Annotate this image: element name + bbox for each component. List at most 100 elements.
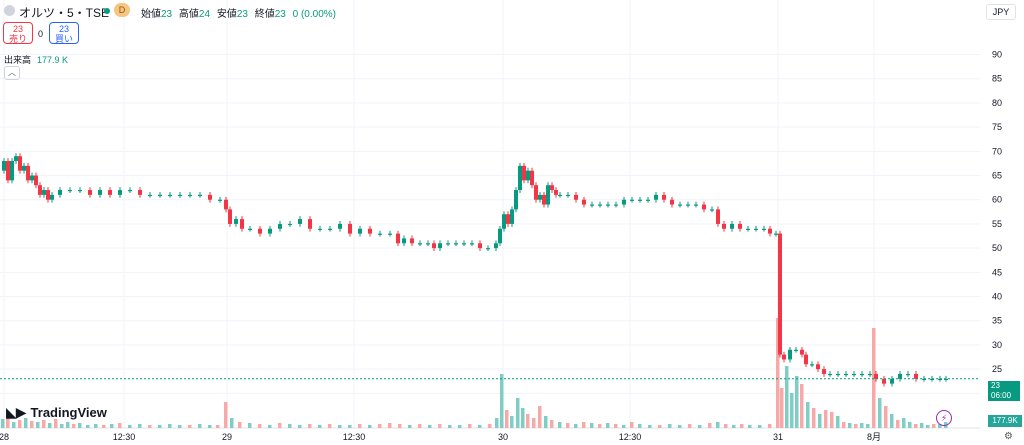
volume-legend[interactable]: 出来高 177.9 K: [4, 53, 68, 66]
volume-bar: [378, 424, 382, 428]
candle-body: [768, 228, 772, 234]
y-tick-label: 25: [992, 364, 1002, 374]
candle-body: [810, 364, 814, 366]
volume-bar: [428, 425, 432, 428]
x-tick-label: 12:30: [619, 432, 642, 442]
volume-bar: [118, 423, 122, 428]
lightning-icon[interactable]: ⚡: [936, 410, 952, 426]
candle-body: [944, 378, 948, 380]
candle-body: [148, 194, 152, 197]
volume-bar: [30, 421, 34, 428]
ohlc-values: 始値23 高値24 安値23 終値23 0 (0.00%): [141, 5, 340, 20]
volume-bar: [768, 424, 772, 428]
candle-body: [606, 204, 610, 206]
volume-bar: [614, 424, 618, 428]
currency-selector[interactable]: JPY: [986, 4, 1016, 20]
market-status-icon[interactable]: [104, 8, 110, 14]
y-tick-label: 45: [992, 267, 1002, 277]
candle-body: [506, 214, 510, 224]
volume-bar: [110, 424, 114, 428]
volume-bar: [288, 424, 292, 428]
volume-bar: [884, 406, 888, 428]
sell-button[interactable]: 23 売り: [3, 22, 33, 44]
candle-body: [542, 194, 546, 205]
volume-bar: [12, 422, 16, 428]
candle-body: [922, 378, 926, 380]
candle-body: [816, 364, 820, 370]
tradingview-logo[interactable]: ◣▶ TradingView: [6, 404, 107, 422]
candle-body: [138, 190, 142, 195]
volume-bar: [438, 424, 442, 428]
timeframe-badge[interactable]: D: [114, 3, 130, 17]
buy-button[interactable]: 23 買い: [49, 22, 79, 44]
volume-bar: [622, 425, 626, 428]
volume-bar: [732, 425, 736, 428]
candle-body: [288, 223, 292, 226]
candle-body: [914, 373, 918, 379]
sell-label: 売り: [8, 34, 27, 44]
volume-bar: [908, 422, 912, 428]
candle-body: [248, 228, 252, 230]
volume-bar: [558, 422, 562, 428]
volume-bar: [60, 424, 64, 428]
candle-body: [278, 223, 282, 229]
candle-body: [418, 243, 422, 245]
candle-body: [368, 228, 372, 234]
volume-bar: [648, 425, 652, 428]
candle-body: [702, 204, 706, 210]
change-value: 0 (0.00%): [292, 9, 336, 20]
close-label: 終値: [254, 9, 275, 20]
logo-text: TradingView: [30, 405, 107, 420]
volume-bar: [776, 318, 780, 428]
x-tick-label: 12:30: [113, 432, 136, 442]
volume-bar: [658, 425, 662, 428]
volume-bar: [902, 418, 906, 428]
volume-price-tag: 177.9K: [988, 415, 1022, 427]
y-tick-label: 75: [992, 122, 1002, 132]
candle-series: [2, 153, 948, 387]
candle-body: [328, 228, 332, 230]
volume-bar: [854, 424, 858, 428]
volume-bar: [66, 422, 70, 428]
y-axis[interactable]: 202530354045505560657075808590: [992, 50, 1002, 399]
volume-bar: [488, 424, 492, 428]
volume-bar: [42, 420, 46, 428]
y-tick-label: 30: [992, 340, 1002, 350]
volume-bar: [102, 425, 106, 428]
candle-body: [630, 199, 634, 201]
candle-body: [396, 233, 400, 244]
volume-bar: [188, 425, 192, 428]
volume-bar: [178, 425, 182, 428]
x-tick-label: 8月: [867, 432, 881, 442]
candle-body: [614, 204, 618, 206]
gear-icon[interactable]: ⚙: [1004, 431, 1013, 442]
volume-bar: [398, 424, 402, 428]
chevron-up-icon[interactable]: ︿: [4, 66, 20, 80]
candle-body: [438, 243, 442, 249]
volume-bar: [878, 398, 882, 428]
candle-body: [34, 175, 38, 186]
y-tick-label: 65: [992, 171, 1002, 181]
candle-body: [738, 223, 742, 229]
symbol-title[interactable]: オルツ・5・TSE: [19, 6, 110, 20]
volume-bar: [668, 424, 672, 428]
volume-bar: [678, 425, 682, 428]
candle-body: [108, 190, 112, 195]
candle-body: [930, 378, 934, 380]
volume-bar: [550, 420, 554, 428]
volume-bar: [1, 419, 5, 428]
volume-bar: [740, 424, 744, 428]
last-price-value: 23: [991, 381, 1000, 390]
volume-bar: [800, 384, 804, 428]
candle-body: [778, 233, 782, 355]
x-tick-label: 29: [222, 432, 232, 442]
volume-bar: [842, 422, 846, 428]
candle-body: [762, 228, 766, 230]
candle-body: [782, 354, 786, 360]
x-axis[interactable]: 28 12:30 29 12:30 30 12:30 31 8月: [0, 432, 881, 442]
volume-bar: [790, 393, 794, 428]
candle-body: [646, 199, 650, 201]
y-tick-label: 40: [992, 292, 1002, 302]
x-tick-label: 30: [498, 432, 508, 442]
